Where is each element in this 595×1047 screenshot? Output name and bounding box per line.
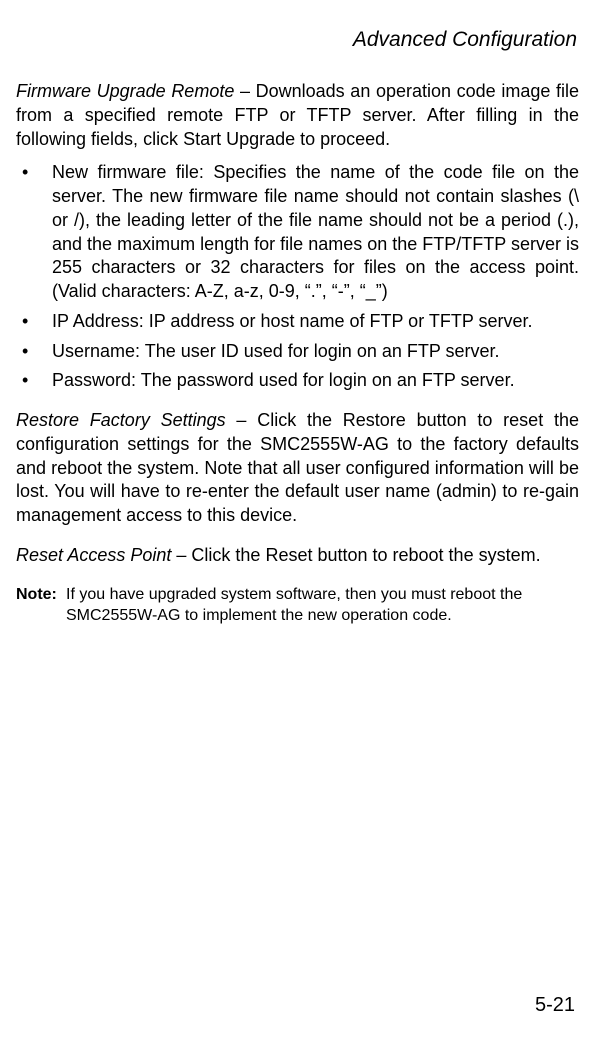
list-item: Username: The user ID used for login on … [16,340,579,364]
page-header: Advanced Configuration [16,28,579,52]
firmware-term: Firmware Upgrade Remote [16,81,234,101]
reset-text: – Click the Reset button to reboot the s… [171,545,540,565]
firmware-upgrade-paragraph: Firmware Upgrade Remote – Downloads an o… [16,80,579,151]
list-item: Password: The password used for login on… [16,369,579,393]
list-item: IP Address: IP address or host name of F… [16,310,579,334]
note-label: Note: [16,584,66,627]
note-block: Note: If you have upgraded system softwa… [16,584,579,627]
firmware-fields-list: New firmware file: Specifies the name of… [16,161,579,393]
restore-term: Restore Factory Settings [16,410,226,430]
reset-term: Reset Access Point [16,545,171,565]
restore-paragraph: Restore Factory Settings – Click the Res… [16,409,579,528]
page-number: 5-21 [535,994,575,1017]
list-item: New firmware file: Specifies the name of… [16,161,579,304]
reset-paragraph: Reset Access Point – Click the Reset but… [16,544,579,568]
note-text: If you have upgraded system software, th… [66,584,579,627]
